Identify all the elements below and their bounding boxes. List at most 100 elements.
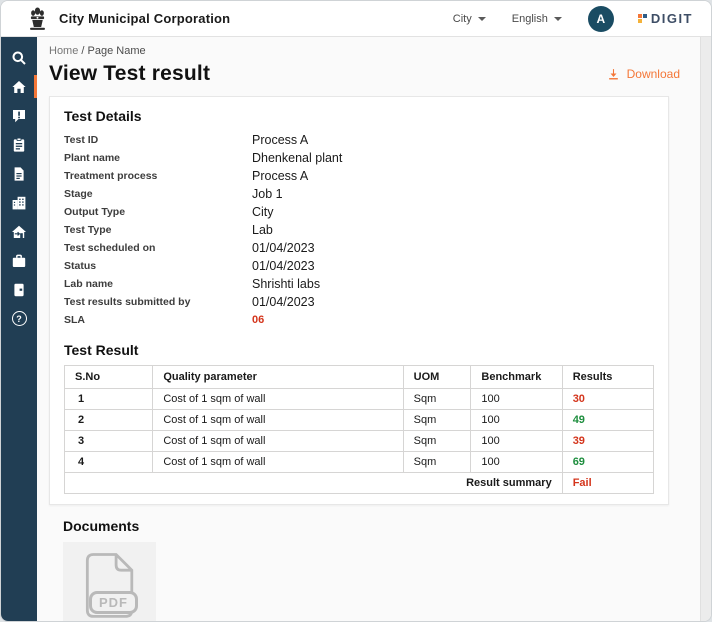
breadcrumb-home[interactable]: Home xyxy=(49,45,79,57)
field-label: Test scheduled on xyxy=(64,242,156,254)
user-avatar[interactable]: A xyxy=(587,5,614,32)
main-content: Home / Page Name View Test result Downlo… xyxy=(37,37,700,621)
language-dropdown[interactable]: English xyxy=(512,13,562,25)
field-value: 01/04/2023 xyxy=(252,295,315,309)
result-summary-value: Fail xyxy=(561,472,655,494)
cell-sno: 4 xyxy=(63,451,154,473)
field-value: Process A xyxy=(252,169,309,183)
cell-parameter: Cost of 1 sqm of wall xyxy=(152,409,404,431)
page-title: View Test result xyxy=(49,62,211,85)
field-value: City xyxy=(252,205,274,219)
field-value: 01/04/2023 xyxy=(252,241,315,255)
breadcrumb-current: Page Name xyxy=(87,45,146,57)
table-header-row: S.No Quality parameter UOM Benchmark Res… xyxy=(63,365,655,389)
pdf-badge: PDF xyxy=(89,591,138,614)
pdf-attachment[interactable]: PDF xyxy=(63,542,156,621)
briefcase-icon xyxy=(12,254,26,267)
field-label: Output Type xyxy=(64,206,126,218)
sidebar-item-home[interactable] xyxy=(1,72,37,101)
col-sno: S.No xyxy=(63,365,154,389)
digit-logo-icon xyxy=(637,14,647,23)
col-benchmark: Benchmark xyxy=(470,365,563,389)
field-label: Status xyxy=(64,260,97,272)
scrollbar[interactable] xyxy=(700,37,711,621)
col-uom: UOM xyxy=(402,365,472,389)
cell-sno: 3 xyxy=(63,430,154,452)
chevron-down-icon xyxy=(553,16,562,21)
cell-uom: Sqm xyxy=(402,430,472,452)
card-icon xyxy=(14,283,24,296)
download-icon xyxy=(608,69,618,80)
field-label: Lab name xyxy=(64,278,114,290)
org-name: City Municipal Corporation xyxy=(59,11,231,26)
top-header: City Municipal Corporation City English … xyxy=(1,1,711,37)
field-value: Job 1 xyxy=(252,187,283,201)
language-dropdown-label: English xyxy=(511,12,548,25)
summary-row: Result summary Fail xyxy=(64,472,655,494)
breadcrumb-separator: / xyxy=(81,45,85,57)
sidebar-item-works[interactable] xyxy=(1,246,37,275)
cell-benchmark: 100 xyxy=(470,409,563,431)
field-value: Dhenkenal plant xyxy=(252,151,343,165)
building-icon xyxy=(12,196,26,209)
sidebar-item-help[interactable]: ? xyxy=(1,304,37,333)
sidebar-item-complaints[interactable] xyxy=(1,101,37,130)
field-label: Test results submitted by xyxy=(64,296,191,308)
search-icon xyxy=(12,51,26,65)
digit-logo: DIGIT xyxy=(637,11,693,26)
test-result-heading: Test Result xyxy=(64,342,139,358)
cell-result: 49 xyxy=(561,409,655,431)
test-result-table: S.No Quality parameter UOM Benchmark Res… xyxy=(63,365,655,494)
city-dropdown[interactable]: City xyxy=(453,13,486,25)
test-details-card: Test Details Test ID Process A Plant nam… xyxy=(49,96,669,505)
city-dropdown-label: City xyxy=(452,12,472,25)
table-row: 1 Cost of 1 sqm of wall Sqm 100 30 xyxy=(63,388,655,410)
cell-uom: Sqm xyxy=(402,451,472,473)
table-row: 3 Cost of 1 sqm of wall Sqm 100 39 xyxy=(63,430,655,452)
col-parameter: Quality parameter xyxy=(152,365,404,389)
cell-result: 69 xyxy=(561,451,655,473)
sidebar-item-municipal-services[interactable] xyxy=(1,188,37,217)
field-label: Stage xyxy=(64,188,93,200)
help-icon: ? xyxy=(11,311,27,326)
sidebar-item-assignments[interactable] xyxy=(1,130,37,159)
download-button[interactable]: Download xyxy=(607,67,680,81)
field-label: Test ID xyxy=(64,134,99,146)
cell-sno: 1 xyxy=(63,388,154,410)
sidebar-item-search[interactable] xyxy=(1,43,37,72)
col-results: Results xyxy=(561,365,655,389)
sidebar-item-property[interactable] xyxy=(1,217,37,246)
cell-benchmark: 100 xyxy=(470,388,563,410)
field-label: Treatment process xyxy=(64,170,158,182)
cell-parameter: Cost of 1 sqm of wall xyxy=(152,430,404,452)
table-row: 2 Cost of 1 sqm of wall Sqm 100 49 xyxy=(63,409,655,431)
test-details-heading: Test Details xyxy=(64,108,142,124)
document-icon xyxy=(14,166,24,181)
clipboard-icon xyxy=(13,137,25,152)
field-value: Process A xyxy=(252,133,309,147)
cell-uom: Sqm xyxy=(402,388,472,410)
field-label: Plant name xyxy=(64,152,121,164)
home-icon xyxy=(12,80,26,93)
sla-value: 06 xyxy=(252,314,265,326)
sidebar-item-documents[interactable] xyxy=(1,159,37,188)
documents-section: Documents PDF Attachment xyxy=(63,518,691,621)
cell-result: 39 xyxy=(561,430,655,452)
field-value: 01/04/2023 xyxy=(252,259,315,273)
cell-benchmark: 100 xyxy=(470,430,563,452)
test-details-fields: Test ID Process A Plant name Dhenkenal p… xyxy=(64,131,654,329)
field-value: Lab xyxy=(252,223,273,237)
sidebar-item-mobile[interactable] xyxy=(1,275,37,304)
chevron-down-icon xyxy=(477,16,486,21)
result-summary-label: Result summary xyxy=(64,472,563,494)
cell-benchmark: 100 xyxy=(470,451,563,473)
breadcrumb: Home / Page Name xyxy=(49,45,691,57)
property-icon xyxy=(12,225,26,238)
field-label: SLA xyxy=(64,314,85,326)
field-value: Shrishti labs xyxy=(252,277,321,291)
download-label: Download xyxy=(626,67,680,81)
cell-parameter: Cost of 1 sqm of wall xyxy=(152,451,404,473)
cell-uom: Sqm xyxy=(402,409,472,431)
cell-sno: 2 xyxy=(63,409,154,431)
